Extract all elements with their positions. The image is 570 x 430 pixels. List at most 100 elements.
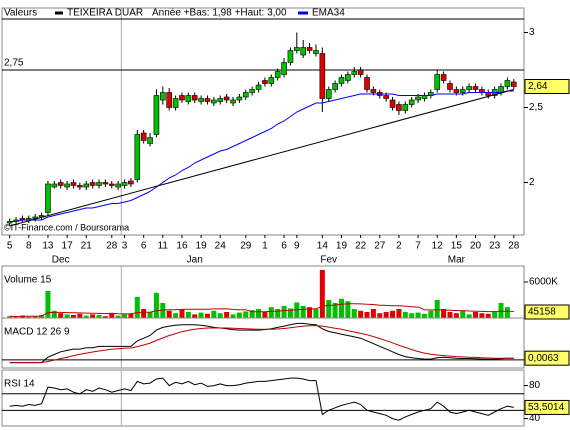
volume-bar [90, 314, 96, 318]
candle-body [466, 86, 472, 90]
x-tick-label: 29 [240, 241, 252, 252]
candle-body [338, 77, 345, 84]
candle-body [204, 98, 211, 102]
candle-body [249, 89, 255, 93]
volume-bar [224, 312, 230, 318]
x-tick-label: 14 [317, 241, 329, 252]
candle-body [408, 99, 415, 105]
candle-body [223, 96, 230, 101]
panel-frame [1, 7, 525, 236]
candle-body [364, 77, 370, 90]
volume-bar [262, 312, 268, 318]
y-tick-label: 6000K [529, 277, 558, 288]
volume-bar [256, 309, 262, 318]
x-tick-label: 28 [508, 241, 520, 252]
candle-body [294, 47, 300, 51]
volume-bar [147, 312, 153, 318]
candle-body [70, 182, 77, 186]
panel-title: Volume 15 [4, 275, 52, 286]
panel-frame [1, 317, 525, 369]
volume-bar [122, 314, 128, 318]
candle-body [332, 83, 338, 90]
volume-bar [268, 307, 274, 318]
candle-body [319, 53, 326, 99]
x-tick-label: 12 [432, 241, 444, 252]
volume-bar [453, 313, 459, 318]
panel-title: MACD 12 26 9 [4, 327, 70, 338]
month-label: Dec [52, 255, 70, 266]
volume-bar [281, 306, 287, 318]
candle-body [166, 92, 172, 108]
candle-body [89, 182, 96, 186]
x-tick-label: 3 [122, 241, 128, 252]
copyright: ©IT-Finance.com / Boursorama [4, 222, 129, 232]
volume-bar [473, 312, 479, 318]
volume-bar [230, 314, 236, 318]
candle-body [281, 62, 287, 75]
volume-bar [492, 312, 498, 318]
candle-body [510, 81, 517, 87]
candle-body [504, 80, 511, 87]
volume-bar [326, 300, 332, 318]
candle-body [447, 83, 453, 90]
volume-bar [428, 310, 434, 318]
ema-line [9, 90, 514, 222]
candle-body [287, 50, 294, 63]
volume-bar [236, 312, 242, 318]
current-value-label: 53,5014 [528, 402, 565, 413]
volume-bar [447, 312, 453, 318]
volume-bar [173, 313, 179, 318]
volume-bar [479, 313, 485, 318]
current-value-label: 45158 [528, 307, 556, 318]
candle-body [191, 95, 198, 101]
candle-body [274, 71, 281, 78]
volume-bar [211, 310, 217, 318]
candle-body [96, 182, 102, 186]
volume-bar [287, 308, 293, 318]
candle-body [434, 74, 441, 90]
candle-body [255, 84, 262, 90]
volume-bar [83, 315, 89, 318]
x-tick-label: 22 [355, 241, 367, 252]
candle-body [383, 95, 389, 99]
candle-body [140, 132, 147, 141]
candle-body [230, 99, 236, 104]
volume-bar [185, 312, 191, 318]
panel-frame [1, 369, 525, 427]
candle-body [472, 86, 479, 90]
y-tick-label: 2,5 [529, 102, 543, 113]
volume-bar [109, 313, 115, 318]
current-value-box [524, 304, 570, 320]
subtitle: Année +Bas: 1,98 +Haut: 3,00 [152, 8, 287, 19]
volume-bar [402, 312, 408, 318]
candle-body [121, 182, 128, 186]
volume-bar [77, 313, 83, 318]
candle-body [300, 47, 307, 56]
month-label: Jan [187, 255, 203, 266]
volume-bar [45, 291, 51, 318]
current-value-box [524, 350, 570, 366]
volume-bar [141, 309, 147, 318]
volume-bar [319, 270, 325, 318]
x-tick-label: 7 [415, 241, 421, 252]
candle-body [57, 182, 64, 186]
x-tick-label: 1 [262, 241, 268, 252]
candle-body [51, 183, 58, 188]
candle-body [357, 69, 364, 75]
volume-bar [332, 303, 338, 318]
volume-bar [351, 309, 357, 318]
volume-bar [51, 310, 57, 318]
volume-bar [338, 298, 344, 318]
volume-bar [415, 312, 421, 318]
x-tick-label: 16 [176, 241, 188, 252]
month-label: Fev [320, 255, 337, 266]
indicator-line [9, 324, 514, 364]
candle-body [351, 71, 358, 75]
candle-body [102, 182, 109, 185]
volume-bar [243, 311, 249, 318]
volume-bar [13, 316, 19, 318]
volume-average [9, 303, 514, 318]
candle-body [370, 89, 377, 93]
candle-body [64, 183, 70, 188]
x-tick-label: 2 [396, 241, 402, 252]
